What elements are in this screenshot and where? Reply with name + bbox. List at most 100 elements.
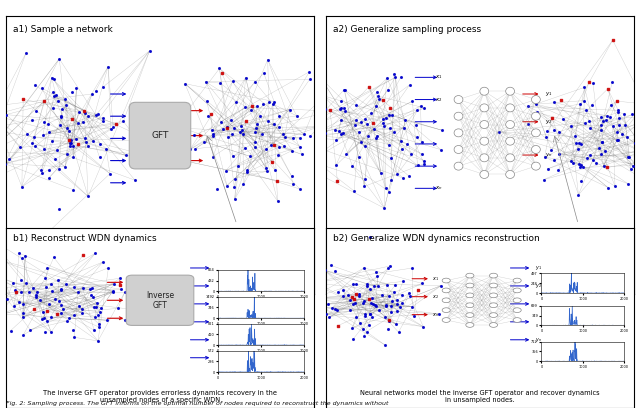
Point: [390, 74, 401, 81]
Point: [380, 313, 390, 320]
Point: [406, 151, 416, 157]
Circle shape: [480, 120, 489, 129]
Point: [274, 144, 284, 150]
Point: [341, 151, 351, 157]
Point: [378, 291, 388, 298]
Point: [362, 328, 372, 335]
Point: [240, 104, 250, 111]
Point: [269, 120, 279, 127]
Point: [549, 157, 559, 163]
Point: [358, 333, 369, 339]
Point: [42, 308, 52, 314]
Point: [247, 102, 257, 109]
Point: [83, 193, 93, 200]
Point: [15, 144, 25, 151]
Point: [330, 267, 340, 274]
Point: [385, 292, 395, 299]
Point: [381, 115, 391, 121]
Point: [230, 196, 240, 202]
Point: [206, 110, 216, 117]
Point: [355, 319, 365, 326]
Point: [611, 129, 621, 135]
Point: [317, 304, 328, 311]
Point: [338, 287, 348, 293]
Point: [318, 93, 328, 99]
Point: [575, 101, 586, 107]
Point: [36, 315, 47, 322]
Text: $x_2$: $x_2$: [433, 293, 439, 301]
Point: [338, 129, 348, 136]
Point: [287, 147, 298, 154]
Circle shape: [490, 283, 497, 288]
Point: [88, 137, 98, 144]
Point: [185, 146, 195, 153]
Point: [404, 293, 415, 300]
Point: [402, 140, 412, 147]
Text: The inverse GFT operator provides errorless dynamics recovery in the
unsampled n: The inverse GFT operator provides errorl…: [43, 390, 277, 403]
Point: [285, 106, 295, 113]
Circle shape: [454, 162, 463, 170]
Point: [576, 162, 586, 168]
Point: [407, 265, 417, 271]
Point: [374, 96, 384, 102]
Point: [228, 78, 238, 84]
Point: [398, 278, 408, 285]
Point: [351, 102, 361, 108]
Point: [321, 130, 331, 137]
Point: [594, 145, 604, 151]
Point: [60, 164, 70, 170]
Circle shape: [480, 171, 489, 178]
Point: [305, 76, 315, 82]
Point: [588, 157, 598, 164]
Point: [40, 275, 50, 282]
Point: [385, 125, 395, 131]
Point: [215, 80, 225, 86]
Point: [437, 127, 447, 133]
Point: [54, 206, 64, 213]
Circle shape: [506, 171, 515, 178]
Point: [321, 311, 332, 318]
Point: [73, 141, 83, 148]
Point: [312, 100, 322, 107]
Point: [44, 129, 54, 135]
Point: [27, 117, 37, 124]
Point: [120, 317, 130, 323]
Point: [44, 167, 54, 173]
Point: [307, 295, 317, 301]
Point: [384, 188, 394, 195]
Point: [116, 286, 127, 293]
Point: [358, 326, 368, 333]
Point: [56, 113, 66, 119]
Point: [362, 121, 372, 127]
Circle shape: [490, 323, 497, 327]
Point: [558, 116, 568, 122]
Point: [93, 337, 103, 344]
Point: [359, 298, 369, 304]
Point: [327, 305, 337, 311]
Point: [554, 167, 564, 173]
Point: [632, 161, 640, 168]
Point: [307, 295, 317, 302]
Point: [378, 116, 388, 123]
Point: [383, 318, 394, 324]
Point: [554, 129, 564, 135]
Point: [387, 303, 397, 309]
Point: [348, 295, 358, 302]
Point: [71, 135, 81, 142]
Point: [108, 124, 118, 131]
Point: [607, 37, 618, 43]
Point: [372, 273, 383, 279]
Point: [396, 74, 406, 80]
Point: [115, 282, 125, 288]
Point: [38, 309, 49, 315]
Point: [296, 143, 306, 150]
Point: [350, 122, 360, 128]
Point: [202, 98, 212, 105]
Point: [204, 113, 214, 119]
Point: [45, 314, 56, 320]
Point: [436, 146, 446, 153]
Point: [190, 146, 200, 152]
Point: [148, 138, 158, 145]
Point: [236, 122, 246, 129]
Point: [0, 289, 4, 296]
